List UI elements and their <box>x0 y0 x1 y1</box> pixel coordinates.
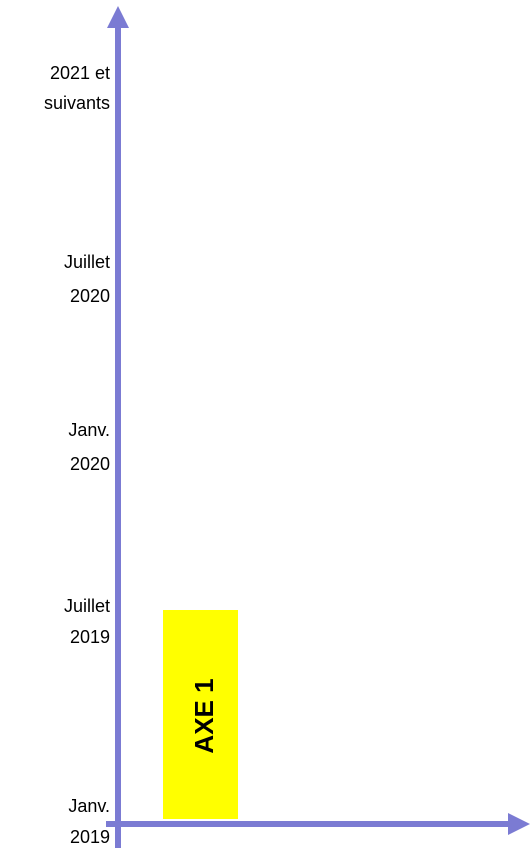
horizontal-arrow <box>508 813 530 835</box>
vertical-arrow <box>107 6 129 28</box>
axis-label: Juillet <box>64 596 110 616</box>
axis-label: 2020 <box>70 454 110 474</box>
axis-label: 2019 <box>70 827 110 847</box>
axe-label: AXE 1 <box>189 678 219 753</box>
axis-label: 2020 <box>70 286 110 306</box>
axis-label: 2021 et <box>50 63 110 83</box>
axis-label: suivants <box>44 93 110 113</box>
axis-label: 2019 <box>70 627 110 647</box>
axe-bar <box>163 610 238 819</box>
axis-label: Janv. <box>68 796 110 816</box>
axis-label: Juillet <box>64 252 110 272</box>
axis-label: Janv. <box>68 420 110 440</box>
